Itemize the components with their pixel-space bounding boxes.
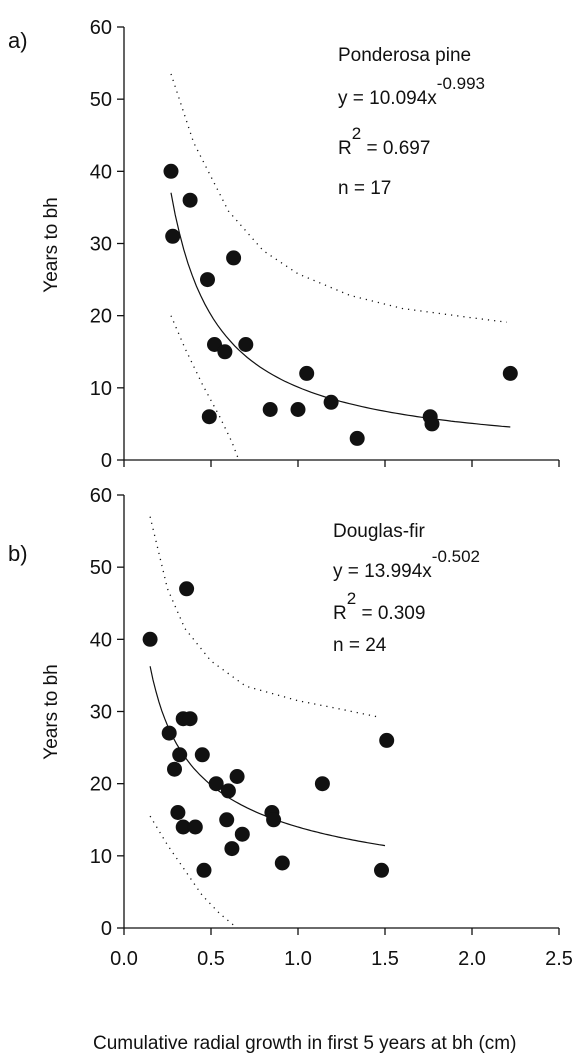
x-axis-label: Cumulative radial growth in first 5 year… — [93, 1033, 516, 1054]
panel-a-equation-exponent: -0.993 — [437, 74, 485, 93]
panel-a-y-tick-label: 10 — [90, 378, 112, 400]
panel-a-label: a) — [8, 28, 28, 53]
panel-a-r-squared: R2 = 0.697 — [338, 124, 430, 159]
panel-b-ticks: 0 10 20 30 40 50 60 0.0 0.5 1.0 1.5 2.0 2.5 — [90, 485, 573, 970]
panel-b-data-point — [172, 747, 188, 763]
panel-b: b) Years to bh 0 10 20 30 40 50 60 0.0 0.5 1.0 1.5… — [8, 485, 573, 970]
panel-b-equation: y = 13.994x-0.502 — [333, 547, 480, 582]
panel-a-species-label: Ponderosa pine — [338, 45, 471, 66]
panel-b-upper-band — [149, 516, 377, 718]
panel-b-data-point — [220, 783, 236, 799]
panel-b-r2-symbol: R — [333, 603, 347, 624]
panel-b-data-point — [274, 855, 290, 871]
panel-b-x-tick-label: 1.0 — [284, 948, 312, 970]
panel-b-data-point — [182, 711, 198, 727]
panel-b-points — [142, 581, 395, 878]
panel-b-data-point — [314, 776, 330, 792]
panel-a-data-point — [238, 337, 254, 352]
panel-b-confidence-bands — [149, 516, 377, 929]
panel-b-n: n = 24 — [333, 635, 387, 656]
panel-a-data-point — [207, 337, 222, 352]
panel-b-r2-superscript: 2 — [347, 589, 356, 608]
panel-a-data-point — [290, 402, 306, 417]
panel-b-data-point — [194, 747, 210, 763]
panel-a-fit-curve — [170, 192, 511, 428]
panel-a-data-point — [323, 394, 339, 410]
panel-a-data-point — [299, 365, 315, 381]
panel-b-x-tick-label: 1.5 — [371, 948, 399, 970]
panel-a-equation: y = 10.094x-0.993 — [338, 74, 485, 109]
panel-a-data-point — [424, 416, 440, 432]
panel-a-data-point — [163, 163, 179, 179]
panel-b-data-point — [379, 732, 395, 748]
panel-a-n: n = 17 — [338, 178, 391, 199]
panel-b-x-tick-label: 2.0 — [458, 948, 486, 970]
panel-b-y-tick-label: 60 — [90, 485, 112, 507]
panel-b-data-point — [161, 725, 177, 741]
panel-a-y-tick-label: 60 — [90, 17, 112, 39]
panel-b-y-tick-label: 10 — [90, 846, 112, 868]
panel-a-y-tick-label: 50 — [90, 89, 112, 111]
panel-b-data-point — [170, 805, 186, 820]
panel-a-r2-value: = 0.697 — [361, 138, 430, 159]
panel-b-data-point — [234, 826, 250, 842]
panel-a-data-point — [201, 409, 217, 425]
panel-b-data-point — [224, 841, 240, 857]
panel-b-y-tick-label: 40 — [90, 629, 112, 651]
panel-a-y-tick-label: 30 — [90, 234, 112, 256]
panel-a-y-axis-label: Years to bh — [41, 197, 62, 292]
panel-b-y-tick-label: 50 — [90, 557, 112, 579]
panel-a-data-point — [226, 250, 242, 266]
panel-a-data-point — [262, 402, 278, 417]
panel-a-points — [163, 163, 518, 446]
panel-b-species-label: Douglas-fir — [333, 521, 426, 542]
panel-a-y-tick-label: 40 — [90, 161, 112, 183]
panel-a-r2-superscript: 2 — [352, 124, 361, 143]
panel-a-data-point — [182, 192, 198, 208]
panel-b-x-tick-label: 0.5 — [197, 948, 225, 970]
panel-b-equation-exponent: -0.502 — [432, 547, 480, 566]
panel-b-x-tick-label: 2.5 — [545, 948, 573, 970]
panel-a-equation-base: y = 10.094x — [338, 88, 437, 109]
panel-b-data-point — [179, 581, 195, 597]
panel-a-data-point — [502, 365, 518, 381]
panel-b-y-tick-label: 20 — [90, 774, 112, 796]
panel-a-data-point — [165, 228, 181, 244]
panel-b-data-point — [167, 761, 182, 777]
panel-b-y-tick-label: 30 — [90, 702, 112, 724]
panel-b-data-point — [266, 812, 282, 828]
panel-a-confidence-bands — [170, 73, 507, 461]
panel-b-y-axis-label: Years to bh — [41, 664, 62, 759]
panel-a-r2-symbol: R — [338, 138, 352, 159]
panel-b-data-point — [219, 812, 235, 828]
panel-b-data-point — [142, 631, 158, 647]
panel-a-data-point — [200, 272, 215, 288]
panel-b-data-point — [374, 862, 389, 878]
panel-b-data-point — [175, 819, 191, 835]
panel-b-data-point — [208, 776, 224, 792]
panel-b-label: b) — [8, 541, 28, 566]
panel-a-y-tick-label: 0 — [101, 450, 112, 472]
panel-b-equation-base: y = 13.994x — [333, 561, 432, 582]
panel-b-r-squared: R2 = 0.309 — [333, 589, 425, 624]
panel-b-r2-value: = 0.309 — [356, 603, 425, 624]
panel-a-lower-band — [170, 315, 240, 461]
panel-b-data-point — [229, 769, 245, 784]
panel-b-x-tick-label: 0.0 — [110, 948, 138, 970]
panel-a-ticks: 0 10 20 30 40 50 60 — [90, 17, 560, 472]
panel-a: a) Years to bh 0 10 20 30 40 50 60 Ponderosa p… — [8, 17, 560, 472]
panel-a-y-tick-label: 20 — [90, 306, 112, 328]
panel-a-data-point — [217, 344, 233, 360]
panel-b-data-point — [187, 819, 203, 835]
panel-b-data-point — [196, 862, 212, 878]
panel-a-data-point — [349, 430, 365, 446]
panel-b-y-tick-label: 0 — [101, 918, 112, 940]
